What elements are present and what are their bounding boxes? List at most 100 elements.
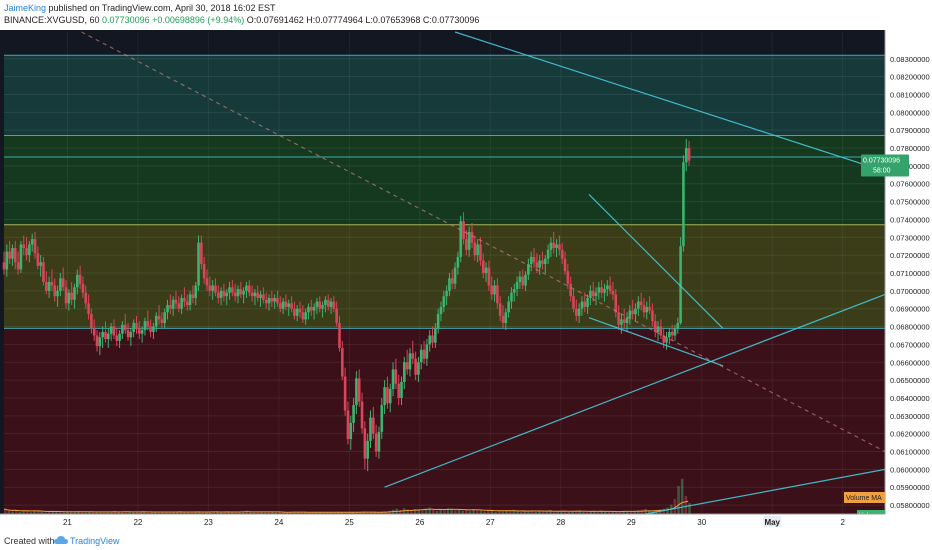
volume-bar <box>534 511 538 514</box>
volume-bar <box>315 512 318 514</box>
candle-body <box>293 308 296 316</box>
price-tick-label: 0.06200000 <box>890 430 930 439</box>
candle-body <box>16 262 20 270</box>
candle-body <box>191 294 195 298</box>
candle-body <box>555 244 558 249</box>
candle-body <box>687 148 691 161</box>
price-tick-label: 0.05800000 <box>890 501 930 510</box>
trendline-4 <box>645 468 886 515</box>
volume-bar <box>47 512 51 514</box>
candle-body <box>200 242 203 265</box>
candle-body <box>53 285 57 297</box>
volume-bar <box>552 511 556 514</box>
volume-bar <box>18 511 22 514</box>
volume-bar <box>7 510 11 514</box>
price-tick-label: 0.08100000 <box>890 90 930 99</box>
price-tick-label: 0.07700000 <box>890 162 930 171</box>
volume-bar <box>523 511 527 514</box>
volume-bar <box>194 511 197 514</box>
time-tick-label: 23 <box>204 518 213 527</box>
candle-body <box>157 315 161 320</box>
price-tick-label: 0.07200000 <box>890 251 930 260</box>
candle-body <box>529 256 533 265</box>
candle-body <box>222 290 226 297</box>
volume-bar <box>501 511 505 514</box>
candle-body <box>535 262 539 268</box>
volume-bar <box>113 510 117 514</box>
candle-body <box>264 299 268 304</box>
candle-body <box>183 297 186 302</box>
volume-bar <box>146 512 150 514</box>
volume-bar <box>538 511 541 514</box>
volume-bar <box>644 508 647 514</box>
volume-bar <box>80 512 84 514</box>
volume-bar <box>465 510 468 514</box>
price-tick-label: 0.06600000 <box>890 358 930 367</box>
time-tick-label: 26 <box>415 518 424 527</box>
candle-body <box>169 305 172 309</box>
candle-body <box>129 331 133 338</box>
volume-bar <box>582 511 585 514</box>
price-badge-countdown: 58:00 <box>873 168 891 175</box>
candle-body <box>180 297 183 309</box>
candle-body <box>507 301 510 313</box>
volume-bar <box>175 512 179 514</box>
candle-body <box>563 258 567 272</box>
candle-body <box>355 378 358 406</box>
candle-body <box>566 271 570 284</box>
candle-body <box>301 312 305 320</box>
time-tick-label: 27 <box>486 518 495 527</box>
volume-bar <box>351 512 355 514</box>
ohlc-values: O:0.07691462 H:0.07774964 L:0.07653968 C… <box>246 15 480 25</box>
price-tick-label: 0.06900000 <box>890 305 930 314</box>
trendline-1 <box>588 194 724 329</box>
candle-body <box>194 285 198 298</box>
volume-bar <box>99 512 102 514</box>
time-tick-label: 2 <box>840 518 845 527</box>
author-link[interactable]: JaimeKing <box>4 3 47 13</box>
candle-body <box>434 328 437 343</box>
candle-body <box>442 296 446 307</box>
candle-body <box>357 378 361 402</box>
volume-bar <box>219 512 223 514</box>
volume-bar <box>333 512 336 514</box>
volume-bar <box>271 512 274 514</box>
candle-body <box>315 301 319 307</box>
volume-bar <box>633 511 636 514</box>
volume-bar <box>285 512 289 514</box>
candle-body <box>625 317 629 323</box>
candle-body <box>104 331 107 340</box>
candle-body <box>546 249 550 259</box>
price-chart[interactable]: 0.05800000 0.05900000 0.06000000 0.06100000… <box>0 30 932 532</box>
candle-body <box>73 287 76 300</box>
tradingview-brand[interactable]: TradingView <box>70 536 120 546</box>
candle-body <box>628 310 632 318</box>
candle-body <box>185 301 189 306</box>
chart-area[interactable]: 0.05800000 0.05900000 0.06000000 0.06100000… <box>0 30 932 532</box>
candle-body <box>484 267 488 273</box>
volume-bar <box>322 512 325 514</box>
candle-body <box>479 244 482 261</box>
candle-body <box>225 292 229 297</box>
time-tick-label: 29 <box>627 518 636 527</box>
candle-body <box>64 287 68 304</box>
candle-body <box>490 285 494 295</box>
volume-bar <box>688 503 691 514</box>
volume-bar <box>263 512 267 514</box>
candle-body <box>614 294 618 313</box>
candle-body <box>324 299 327 306</box>
volume-bar <box>304 511 307 514</box>
volume-bar <box>29 512 33 514</box>
volume-bar <box>197 512 201 514</box>
candle-body <box>98 337 102 347</box>
time-axis-background <box>0 514 932 532</box>
volume-bar <box>347 511 351 514</box>
candle-body <box>606 285 609 290</box>
candle-body <box>572 296 575 309</box>
candle-body <box>262 294 265 300</box>
candle-body <box>515 281 519 290</box>
candle-body <box>298 308 302 313</box>
candle-body <box>391 369 395 390</box>
candle-body <box>11 248 14 259</box>
candle-body <box>95 335 99 347</box>
